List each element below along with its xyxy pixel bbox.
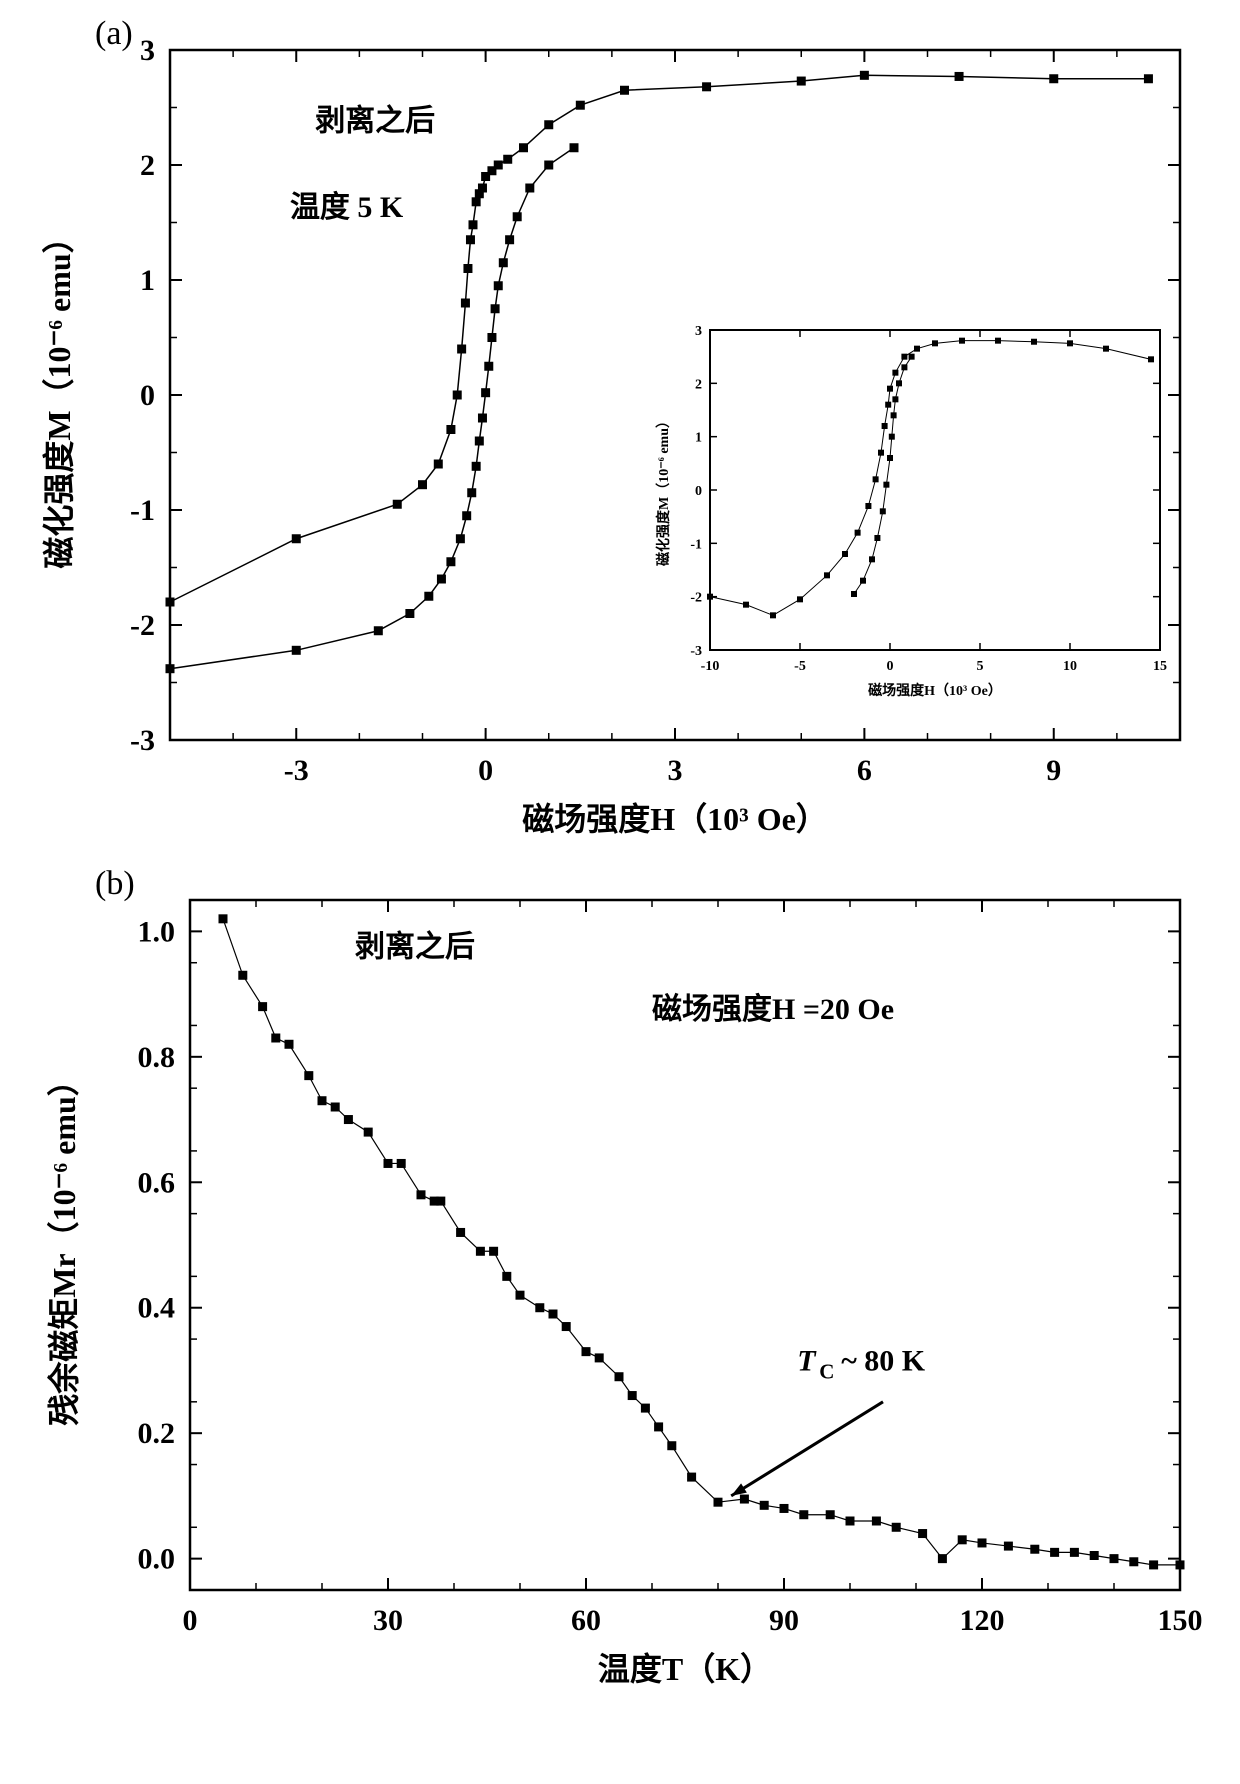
svg-text:C: C: [819, 1359, 834, 1383]
svg-text:3: 3: [140, 34, 155, 67]
svg-text:1: 1: [695, 431, 702, 446]
svg-text:0: 0: [478, 754, 493, 787]
svg-text:-3: -3: [690, 644, 702, 659]
svg-text:10: 10: [1063, 659, 1077, 674]
svg-text:剥离之后: 剥离之后: [355, 929, 475, 963]
svg-text:0: 0: [183, 1604, 198, 1637]
svg-text:-1: -1: [690, 537, 702, 552]
svg-text:1.0: 1.0: [138, 915, 176, 948]
svg-text:2: 2: [695, 377, 702, 392]
svg-text:0.0: 0.0: [138, 1543, 176, 1576]
svg-text:-2: -2: [130, 609, 155, 642]
panel-a-label: (a): [95, 15, 133, 53]
svg-text:5: 5: [977, 659, 984, 674]
svg-text:温度T（K）: 温度T（K）: [598, 1651, 772, 1687]
svg-text:磁场强度H =20 Oe: 磁场强度H =20 Oe: [652, 992, 894, 1026]
chart-b: 0 30 60 90 120 150 0.0 0.2 0.4 0.6 0.8 1.0 温度T（K） 残余磁…: [20, 870, 1220, 1690]
svg-text:30: 30: [373, 1604, 403, 1637]
svg-text:60: 60: [571, 1604, 601, 1637]
panel-b-label: (b): [95, 865, 135, 903]
svg-text:3: 3: [695, 324, 702, 339]
svg-text:0.2: 0.2: [138, 1417, 176, 1450]
svg-text:6: 6: [857, 754, 872, 787]
svg-text:-2: -2: [690, 591, 702, 606]
svg-text:磁场强度H（10³ Oe）: 磁场强度H（10³ Oe）: [868, 682, 1002, 699]
svg-text:磁化强度M（10⁻⁶ emu）: 磁化强度M（10⁻⁶ emu）: [655, 414, 672, 566]
panel-a: (a) -30369-3-2-10123磁场强度H（10³ Oe）磁化强度M（1…: [20, 20, 1220, 840]
svg-text:-3: -3: [130, 724, 155, 757]
svg-text:90: 90: [769, 1604, 799, 1637]
svg-text:3: 3: [668, 754, 683, 787]
svg-text:120: 120: [960, 1604, 1005, 1637]
svg-text:0: 0: [887, 659, 894, 674]
svg-text:~ 80 K: ~ 80 K: [841, 1344, 926, 1377]
svg-text:2: 2: [140, 149, 155, 182]
svg-text:150: 150: [1158, 1604, 1203, 1637]
svg-text:T: T: [797, 1344, 817, 1377]
svg-text:-1: -1: [130, 494, 155, 527]
svg-text:-10: -10: [701, 659, 720, 674]
svg-text:残余磁矩Mr（10⁻⁶ emu）: 残余磁矩Mr（10⁻⁶ emu）: [46, 1064, 82, 1426]
svg-text:0.4: 0.4: [138, 1292, 176, 1325]
svg-text:温度 5 K: 温度 5 K: [290, 191, 404, 224]
panel-b: (b) 03060901201500.00.20.40.60.81.0温度T（K…: [20, 870, 1220, 1690]
svg-text:-5: -5: [794, 659, 806, 674]
svg-text:1: 1: [140, 264, 155, 297]
svg-text:0.8: 0.8: [138, 1041, 176, 1074]
figure: (a) -30369-3-2-10123磁场强度H（10³ Oe）磁化强度M（1…: [20, 20, 1220, 1690]
svg-text:磁场强度H（10³ Oe）: 磁场强度H（10³ Oe）: [522, 801, 828, 837]
svg-text:剥离之后: 剥离之后: [315, 104, 435, 138]
svg-text:磁化强度M（10⁻⁶ emu）: 磁化强度M（10⁻⁶ emu）: [41, 221, 77, 568]
svg-text:0.6: 0.6: [138, 1166, 176, 1199]
svg-text:-3: -3: [284, 754, 309, 787]
chart-a: -30369-3-2-10123磁场强度H（10³ Oe）磁化强度M（10⁻⁶ …: [20, 20, 1220, 840]
svg-text:9: 9: [1046, 754, 1061, 787]
svg-text:0: 0: [140, 379, 155, 412]
svg-text:0: 0: [695, 484, 702, 499]
svg-text:15: 15: [1153, 659, 1167, 674]
